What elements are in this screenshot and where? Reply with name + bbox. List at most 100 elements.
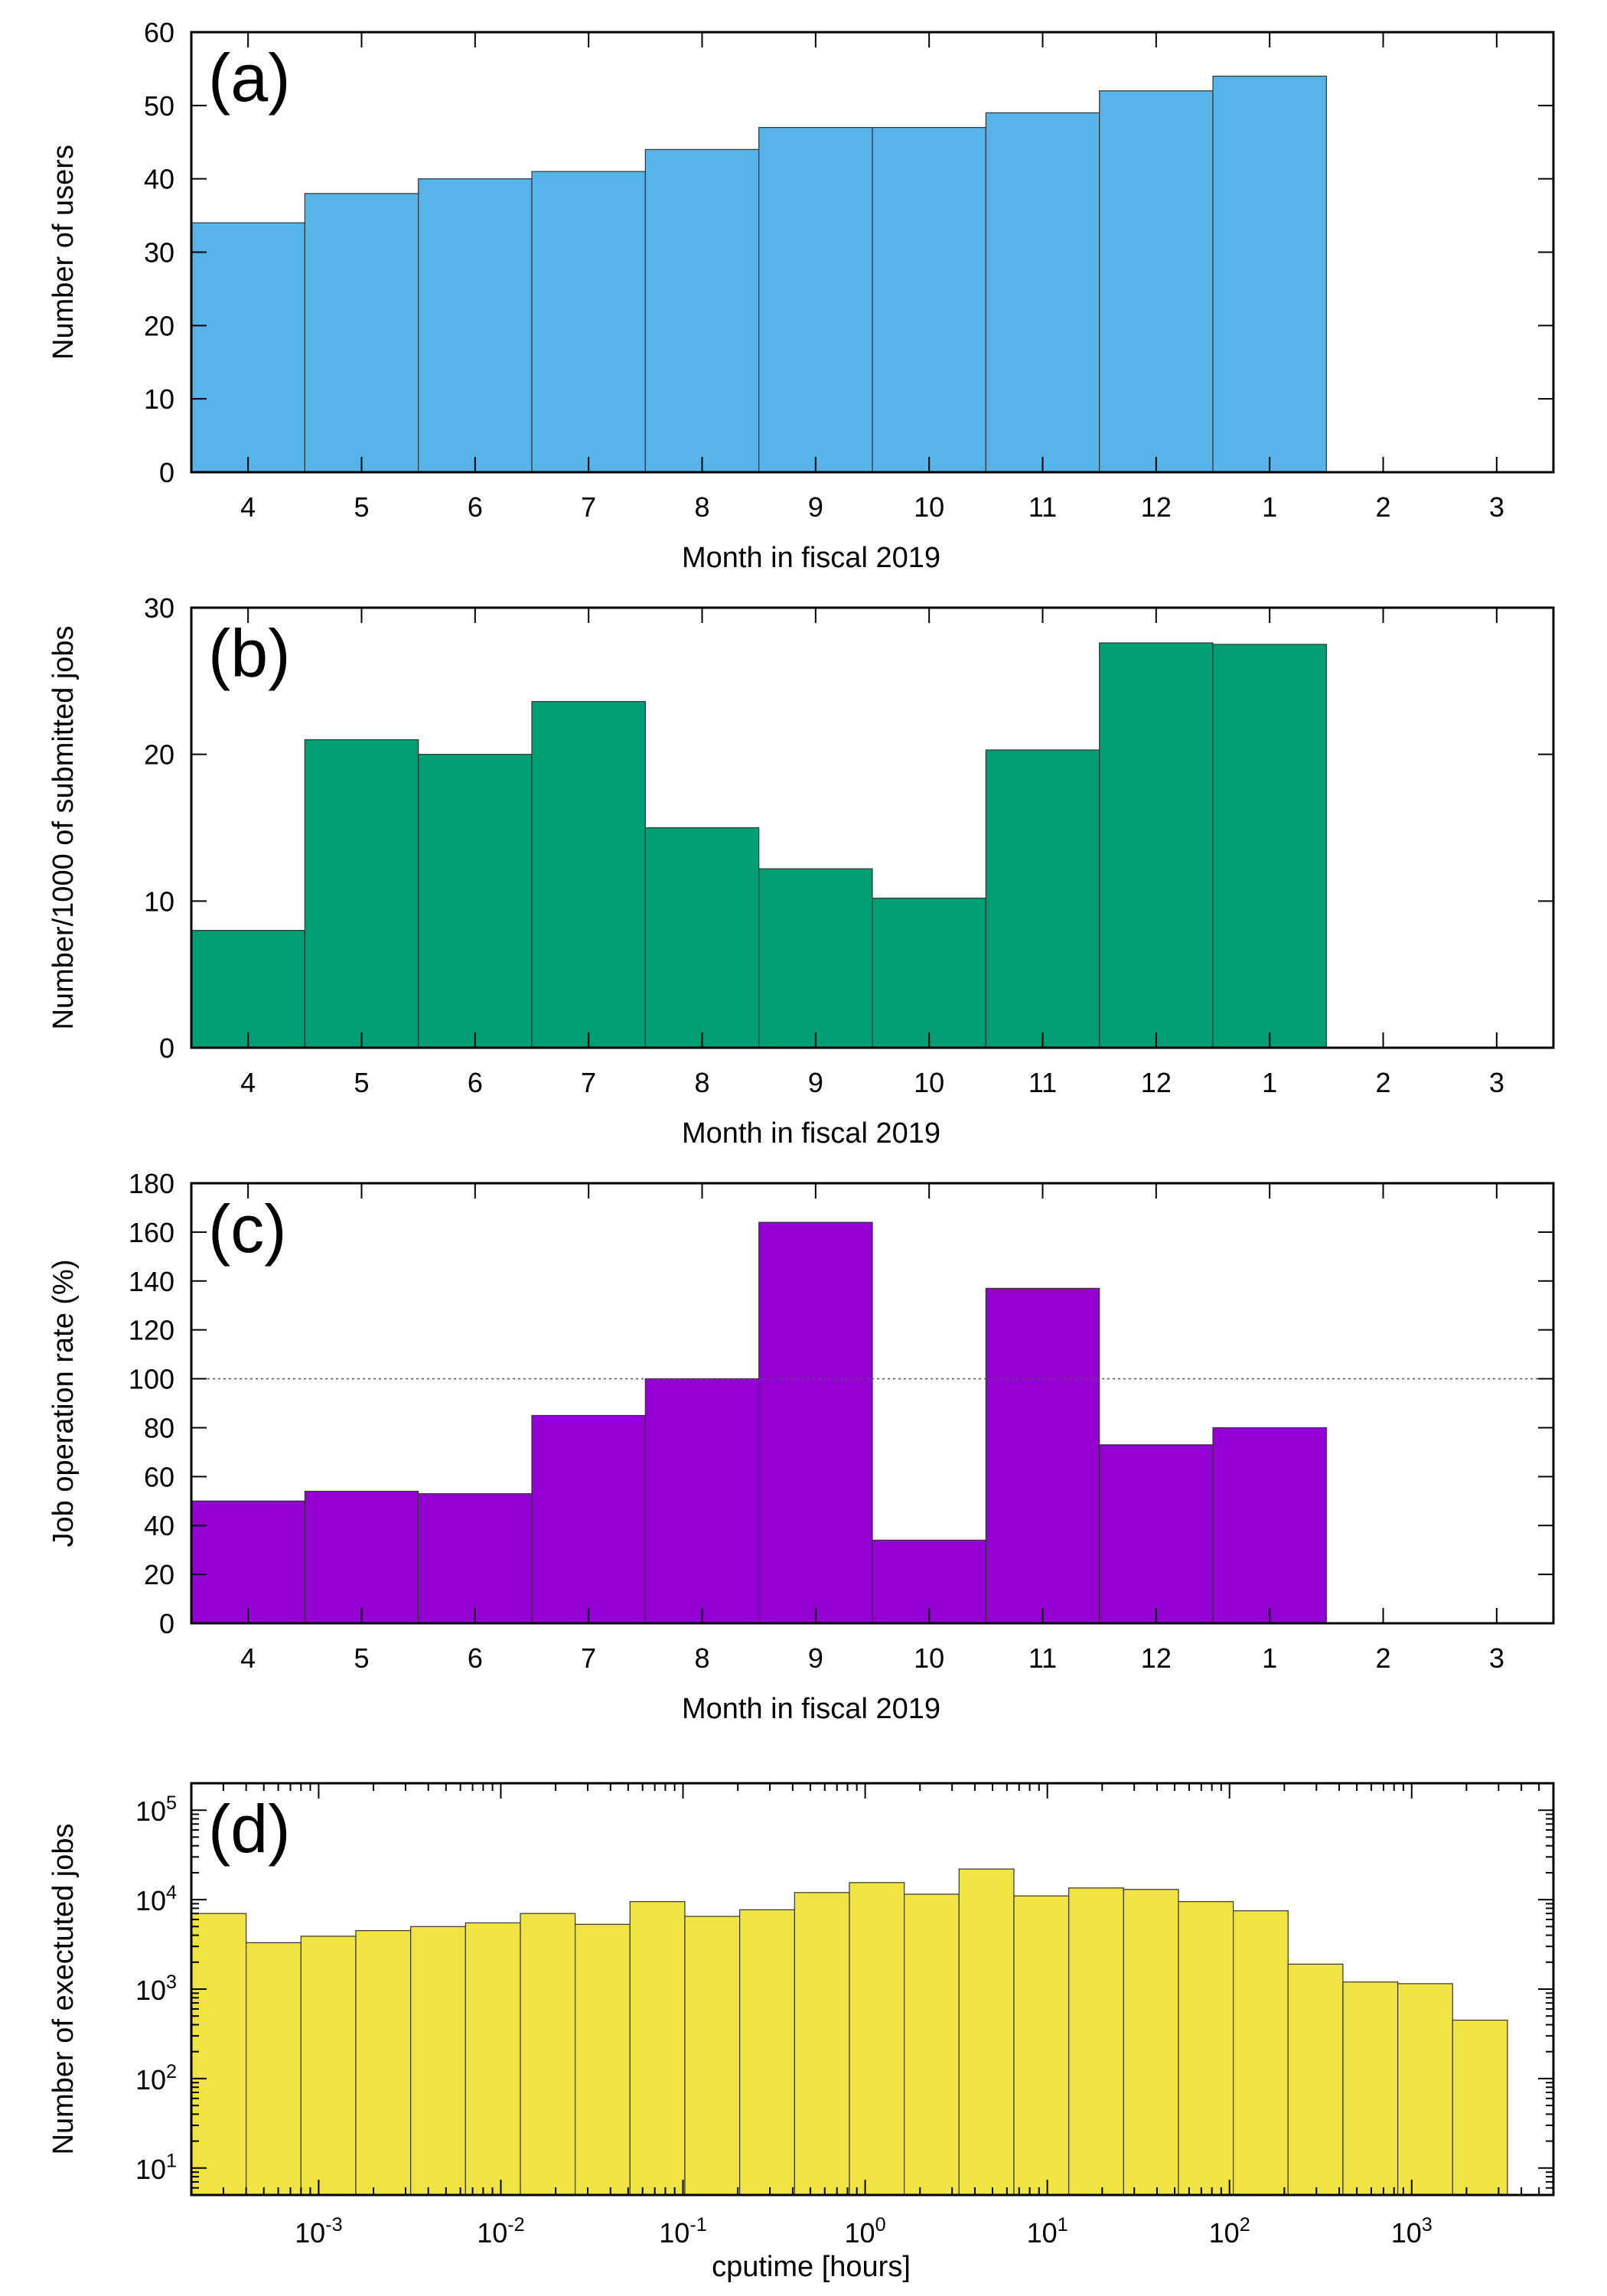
x-tick-label: 101 [1027, 2214, 1068, 2249]
y-axis-label: Number of users [47, 145, 80, 360]
x-tick-label: 100 [845, 2214, 886, 2249]
y-tick-label: 10 [144, 885, 174, 917]
histogram-bar [464, 1922, 521, 2196]
histogram-bar [1178, 1901, 1234, 2196]
histogram-bar [1342, 1981, 1399, 2196]
x-tick-label: 9 [808, 1642, 823, 1674]
x-tick-label: 6 [468, 1067, 483, 1098]
y-tick-label: 60 [144, 1461, 174, 1492]
bar-8 [644, 827, 760, 1049]
bar-10 [872, 126, 986, 473]
x-tick-label: 10-1 [659, 2214, 706, 2249]
bar-7 [531, 1414, 646, 1624]
y-tick-label: 180 [129, 1168, 174, 1199]
x-tick-label: 8 [694, 1067, 709, 1098]
x-tick-label: 5 [354, 491, 369, 523]
bar-6 [418, 178, 533, 473]
histogram-bar [1452, 2019, 1508, 2196]
x-tick-label: 4 [240, 1642, 256, 1674]
x-tick-label: 7 [581, 1067, 596, 1098]
bar-9 [758, 1221, 873, 1624]
bar-7 [531, 171, 646, 473]
y-tick-label: 0 [159, 1032, 174, 1064]
chart-panel-d: 10-3 10-2 10-1 100 101 102 103 101 102 103 104 105 (… [47, 1782, 1555, 2283]
x-tick-label: 6 [468, 1642, 483, 1674]
y-tick-label: 40 [144, 1510, 174, 1541]
y-tick-label: 101 [135, 2151, 177, 2185]
x-tick-label: 9 [808, 1067, 823, 1098]
x-tick-label: 10 [914, 1642, 944, 1674]
x-tick-label: 6 [468, 491, 483, 523]
y-tick-label: 40 [144, 164, 174, 195]
histogram-bar [410, 1926, 466, 2196]
y-tick-label: 103 [135, 1971, 177, 2006]
histogram-bar [1013, 1895, 1070, 2196]
bar-6 [418, 1493, 533, 1624]
x-tick-label: 11 [1028, 1642, 1057, 1674]
x-tick-label: 10 [914, 491, 944, 523]
plot-frame [190, 1182, 1555, 1625]
panel-label: (c) [208, 1191, 287, 1267]
histogram-bar [575, 1923, 631, 2196]
x-tick-label: 5 [354, 1067, 369, 1098]
bar-4 [191, 1500, 305, 1624]
x-tick-label: 102 [1209, 2214, 1250, 2249]
x-tick-label: 11 [1028, 491, 1057, 523]
x-tick-label: 10-3 [295, 2214, 342, 2249]
x-tick-label: 7 [581, 1642, 596, 1674]
y-tick-label: 104 [135, 1882, 177, 1916]
y-tick-label: 50 [144, 90, 174, 122]
bar-10 [872, 897, 986, 1049]
x-tick-label: 4 [240, 1067, 256, 1098]
x-tick-label: 1 [1262, 1642, 1277, 1674]
x-tick-label: 2 [1375, 1067, 1390, 1098]
bar-12 [1099, 90, 1214, 473]
bar-9 [758, 868, 873, 1049]
panel-label: (b) [208, 615, 291, 691]
x-tick-label: 9 [808, 491, 823, 523]
x-tick-label: 12 [1141, 1067, 1172, 1098]
y-tick-label: 30 [144, 237, 174, 269]
bar-5 [304, 739, 419, 1049]
y-tick-label: 60 [144, 17, 174, 48]
histogram-bar [629, 1901, 686, 2196]
histogram-bar [1287, 1963, 1344, 2196]
bar-7 [531, 701, 646, 1049]
y-axis-label: Job operation rate (%) [47, 1260, 80, 1548]
x-tick-label: 5 [354, 1642, 369, 1674]
bar-4 [191, 930, 305, 1049]
histogram-bar [684, 1916, 741, 2196]
x-tick-label: 3 [1489, 491, 1504, 523]
y-tick-label: 120 [129, 1315, 174, 1346]
bar-12 [1099, 1444, 1214, 1624]
y-tick-label: 30 [144, 592, 174, 624]
histogram-bar [300, 1936, 357, 2196]
bar-5 [304, 193, 419, 473]
y-tick-label: 140 [129, 1266, 174, 1297]
x-tick-label: 1 [1262, 1067, 1277, 1098]
x-axis-label: Month in fiscal 2019 [682, 542, 940, 574]
x-tick-label: 12 [1141, 1642, 1172, 1674]
histogram-bar [849, 1882, 905, 2196]
y-tick-label: 0 [159, 1608, 174, 1639]
bar-1 [1212, 644, 1327, 1049]
x-tick-label: 12 [1141, 491, 1172, 523]
histogram-bar [739, 1909, 795, 2196]
x-axis-label: Month in fiscal 2019 [682, 1693, 940, 1725]
plot-frame [190, 606, 1555, 1049]
x-tick-label: 8 [694, 1642, 709, 1674]
histogram-bar [904, 1893, 960, 2196]
histogram-bar [794, 1892, 850, 2196]
x-axis-label: cputime [hours] [712, 2251, 911, 2283]
histogram-bar [520, 1913, 576, 2196]
y-tick-label: 160 [129, 1217, 174, 1248]
bar-5 [304, 1490, 419, 1624]
histogram-bar [1232, 1910, 1289, 2196]
bar-11 [985, 112, 1100, 473]
y-tick-label: 20 [144, 1559, 174, 1590]
y-tick-label: 100 [129, 1364, 174, 1395]
